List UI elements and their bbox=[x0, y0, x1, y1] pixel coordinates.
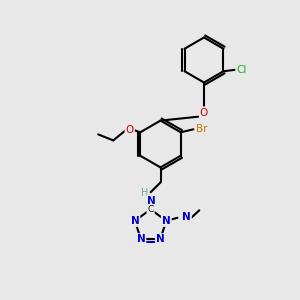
Text: N: N bbox=[130, 216, 139, 226]
Text: N: N bbox=[147, 196, 156, 206]
Text: Br: Br bbox=[196, 124, 208, 134]
Text: C: C bbox=[148, 205, 154, 214]
Text: N: N bbox=[136, 234, 145, 244]
Text: O: O bbox=[200, 107, 208, 118]
Text: N: N bbox=[162, 216, 171, 226]
Text: N: N bbox=[182, 212, 191, 222]
Text: O: O bbox=[126, 125, 134, 135]
Text: Cl: Cl bbox=[236, 65, 247, 75]
Text: H: H bbox=[141, 188, 148, 199]
Text: N: N bbox=[156, 234, 165, 244]
